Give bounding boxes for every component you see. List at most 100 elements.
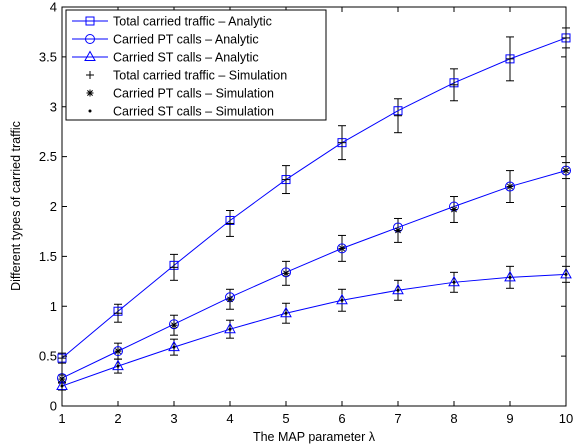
data-point-triangle: [504, 270, 516, 282]
y-tick-label: 2: [50, 199, 57, 214]
dot-marker: [88, 109, 92, 113]
data-point-plus: [170, 263, 178, 272]
x-axis-label: The MAP parameter λ: [253, 430, 376, 444]
triangle-marker: [336, 293, 348, 305]
data-point-circle: [113, 346, 123, 357]
data-point-asterisk: [226, 295, 234, 303]
data-point-dot: [340, 298, 344, 302]
square-marker: [85, 16, 95, 26]
x-tick-label: 6: [338, 411, 345, 426]
data-point-asterisk: [282, 269, 290, 277]
dot-marker: [340, 298, 344, 302]
data-point-dot: [172, 345, 176, 349]
legend-label: Carried PT calls – Simulation: [113, 87, 274, 101]
data-point-plus: [394, 111, 402, 120]
legend-marker-asterisk: [86, 89, 94, 97]
data-point-asterisk: [170, 321, 178, 329]
circle-marker: [281, 267, 291, 278]
legend: Total carried traffic – Analytic Carried …: [65, 9, 327, 121]
data-point-circle: [281, 267, 291, 278]
circle-marker: [113, 346, 123, 357]
data-point-plus: [282, 175, 290, 184]
triangle-marker: [112, 359, 124, 371]
circle-marker: [337, 243, 347, 254]
y-tick-label: 2.5: [39, 149, 57, 164]
data-point-plus: [506, 54, 514, 63]
data-point-circle: [505, 181, 515, 192]
data-point-asterisk: [394, 226, 402, 234]
triangle-marker: [84, 50, 96, 61]
data-point-triangle: [392, 283, 404, 295]
data-point-triangle: [224, 322, 236, 334]
y-tick-label: 1: [50, 299, 57, 314]
data-point-plus: [450, 80, 458, 89]
asterisk-marker-d2: [115, 348, 121, 355]
legend-marker-triangle: [84, 50, 96, 61]
series-line-2: [61, 273, 567, 387]
x-tick-label: 7: [394, 411, 401, 426]
legend-item: Carried PT calls – Analytic: [72, 33, 259, 47]
triangle-marker: [504, 270, 516, 282]
legend-marker-dot: [88, 109, 92, 113]
triangle-marker: [280, 306, 292, 318]
data-point-circle: [169, 319, 179, 330]
data-point-asterisk: [506, 183, 514, 191]
legend-item: Carried ST calls – Analytic: [72, 50, 259, 65]
legend-item: Carried PT calls – Simulation: [86, 87, 274, 101]
legend-marker-circle: [85, 34, 95, 44]
y-tick-label: 0: [50, 399, 57, 414]
x-tick-label: 2: [114, 411, 121, 426]
legend-item: Carried ST calls – Simulation: [88, 105, 274, 119]
tick-labels: 1 2 3 4 5 6 7 8 9 10 0 0.5 1 1.5 2 2.5 3 3.5 4: [39, 0, 573, 426]
series-line-1: [61, 170, 567, 379]
data-point-triangle: [448, 275, 460, 287]
y-tick-label: 3.5: [39, 49, 57, 64]
data-point-circle: [337, 243, 347, 254]
legend-label: Total carried traffic – Simulation: [113, 69, 287, 83]
dot-marker: [228, 327, 232, 331]
data-point-asterisk: [450, 205, 458, 213]
dot-marker: [452, 280, 456, 284]
legend-label: Carried ST calls – Analytic: [113, 51, 259, 65]
series-line-0: [61, 37, 567, 359]
y-tick-label: 0.5: [39, 349, 57, 364]
legend-marker-square: [85, 16, 95, 26]
dot-marker: [172, 345, 176, 349]
data-point-plus: [114, 309, 122, 318]
x-tick-label: 5: [282, 411, 289, 426]
asterisk-marker-d2: [507, 183, 513, 190]
triangle-marker: [448, 275, 460, 287]
asterisk-marker-d2: [87, 90, 93, 96]
data-point-plus: [338, 138, 346, 147]
asterisk-marker-d2: [451, 206, 457, 213]
x-tick-label: 1: [58, 411, 65, 426]
data-point-triangle: [336, 293, 348, 305]
y-tick-label: 4: [50, 0, 57, 15]
data-point-dot: [116, 364, 120, 368]
y-axis-label: Different types of carried traffic: [9, 121, 23, 291]
data-point-dot: [396, 288, 400, 292]
x-tick-label: 4: [226, 411, 233, 426]
data-point-asterisk: [114, 347, 122, 355]
circle-marker: [505, 181, 515, 192]
data-point-triangle: [112, 359, 124, 371]
legend-label: Carried PT calls – Analytic: [113, 33, 259, 47]
data-point-triangle: [168, 340, 180, 352]
dot-marker: [116, 364, 120, 368]
data-point-plus: [226, 219, 234, 228]
series-lines: [61, 37, 567, 387]
legend-marker-plus: [86, 71, 94, 79]
dot-marker: [396, 288, 400, 292]
data-point-dot: [228, 327, 232, 331]
circle-marker: [169, 319, 179, 330]
data-point-dot: [508, 275, 512, 279]
x-tick-label: 9: [506, 411, 513, 426]
triangle-marker: [168, 340, 180, 352]
data-point-dot: [452, 280, 456, 284]
legend-label: Total carried traffic – Analytic: [113, 15, 272, 29]
dot-marker: [284, 311, 288, 315]
asterisk-marker-d2: [283, 270, 289, 277]
legend-box: [65, 9, 327, 121]
data-point-triangle: [280, 306, 292, 318]
